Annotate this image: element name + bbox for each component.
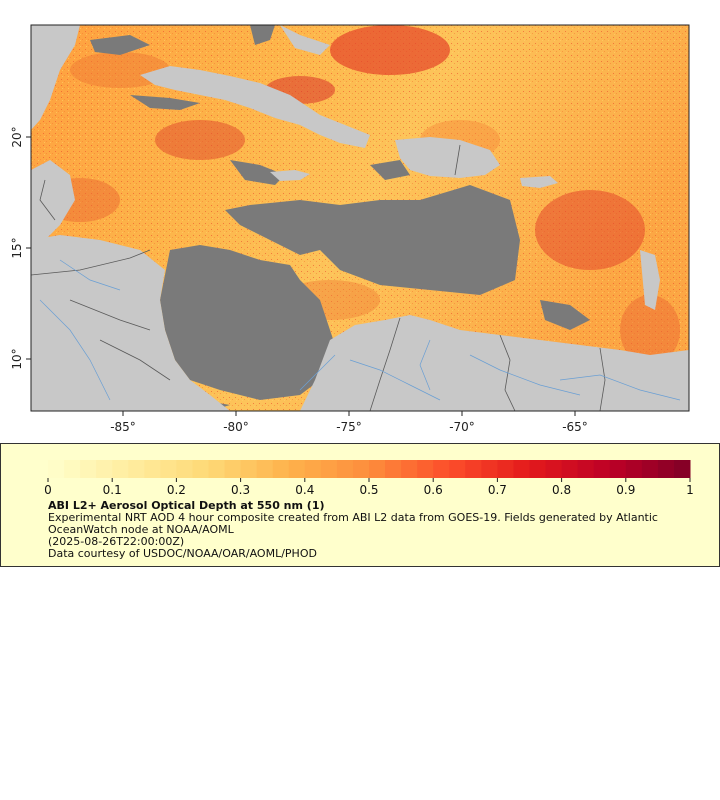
colorbar-block (80, 460, 97, 478)
colorbar-tick-label: 1 (686, 483, 694, 497)
colorbar-block (673, 460, 691, 478)
colorbar-block (160, 460, 177, 478)
legend-title: ABI L2+ Aerosol Optical Depth at 550 nm … (48, 499, 325, 512)
legend-panel: 0 0.1 0.2 0.3 0.4 0.5 0.6 0.7 0.8 0.9 1 ABI L2+ Ae… (0, 443, 720, 567)
colorbar-tick-label: 0.6 (424, 483, 443, 497)
colorbar-tick-label: 0 (44, 483, 52, 497)
colorbar-block (208, 460, 226, 478)
yucatan-landmass (31, 160, 75, 240)
colorbar-block (385, 460, 402, 478)
colorbar-block (449, 460, 466, 478)
colorbar-block (64, 460, 81, 478)
no-data-regions (40, 25, 660, 411)
map-figure: -85° -80° -75° -70° -65° 20° 15° 10° (10, 24, 690, 434)
map-frame (30, 24, 690, 412)
colorbar-block (513, 460, 530, 478)
colorbar-tick-label: 0.1 (103, 483, 122, 497)
lon-tick-label: -70° (449, 420, 475, 434)
lat-tick-label: 20° (10, 126, 24, 147)
colorbar-tick-label: 0.4 (295, 483, 314, 497)
colorbar-block (625, 460, 643, 478)
central-america-landmass (31, 235, 230, 411)
cuba-landmass (140, 66, 370, 148)
colorbar-block (96, 460, 113, 478)
colorbar-block (641, 460, 659, 478)
lon-tick-label: -75° (336, 420, 362, 434)
colorbar-block (304, 460, 322, 478)
colorbar-block (609, 460, 627, 478)
lat-tick-label: 10° (10, 348, 24, 369)
colorbar-tick-label: 0.8 (552, 483, 571, 497)
colorbar-block (192, 460, 209, 478)
south-america-landmass (300, 315, 689, 411)
florida-landmass (31, 25, 80, 130)
colorbar-block (336, 460, 354, 478)
colorbar-block (176, 460, 193, 478)
colorbar-block (529, 460, 547, 478)
colorbar-block (593, 460, 611, 478)
colorbar-block (144, 460, 161, 478)
land-masses (31, 25, 689, 411)
puerto-rico-landmass (520, 176, 558, 188)
colorbar-tick-label: 0.2 (167, 483, 186, 497)
lesser-antilles (640, 250, 660, 310)
country-borders (31, 144, 606, 411)
colorbar-block (465, 460, 482, 478)
lon-axis (122, 411, 576, 416)
colorbar-block (256, 460, 274, 478)
colorbar-block (128, 460, 145, 478)
lon-tick-label: -80° (223, 420, 249, 434)
colorbar-tick-label: 0.5 (359, 483, 378, 497)
colorbar-tick-label: 0.7 (488, 483, 507, 497)
lon-tick-label: -85° (110, 420, 136, 434)
colorbar-block (240, 460, 258, 478)
colorbar-block (481, 460, 498, 478)
colorbar-block (224, 460, 242, 478)
lat-axis (26, 136, 31, 360)
colorbar-block (48, 460, 65, 478)
colorbar-block (272, 460, 290, 478)
colorbar-block (401, 460, 418, 478)
legend-timestamp: (2025-08-26T22:00:00Z) (48, 535, 185, 548)
colorbar-block (369, 460, 386, 478)
colorbar-block (657, 460, 675, 478)
colorbar-block (320, 460, 338, 478)
colorbar-block (545, 460, 563, 478)
colorbar-blocks (48, 460, 691, 478)
colorbar-ticks: 0 0.1 0.2 0.3 0.4 0.5 0.6 0.7 0.8 0.9 1 (44, 478, 694, 497)
high-aod-patches (40, 25, 680, 365)
jamaica-landmass (270, 170, 310, 181)
colorbar-block (497, 460, 514, 478)
lon-tick-label: -65° (562, 420, 588, 434)
legend-description: Experimental NRT AOD 4 hour composite cr… (48, 511, 658, 536)
colorbar-block (417, 460, 434, 478)
colorbar-tick-label: 0.3 (231, 483, 250, 497)
map-plot-area (31, 25, 689, 411)
colorbar: 0 0.1 0.2 0.3 0.4 0.5 0.6 0.7 0.8 0.9 1 (44, 460, 694, 497)
rivers (39, 259, 681, 401)
colorbar-block (577, 460, 595, 478)
legend-credit: Data courtesy of USDOC/NOAA/OAR/AOML/PHO… (48, 547, 317, 560)
lat-tick-label: 15° (10, 237, 24, 258)
legend-text: ABI L2+ Aerosol Optical Depth at 550 nm … (48, 500, 688, 560)
colorbar-block (561, 460, 579, 478)
bahamas-islands (280, 25, 330, 55)
colorbar-block (112, 460, 129, 478)
colorbar-block (352, 460, 370, 478)
hispaniola-landmass (395, 137, 500, 178)
colorbar-block (288, 460, 306, 478)
colorbar-block (433, 460, 450, 478)
colorbar-tick-label: 0.9 (616, 483, 635, 497)
